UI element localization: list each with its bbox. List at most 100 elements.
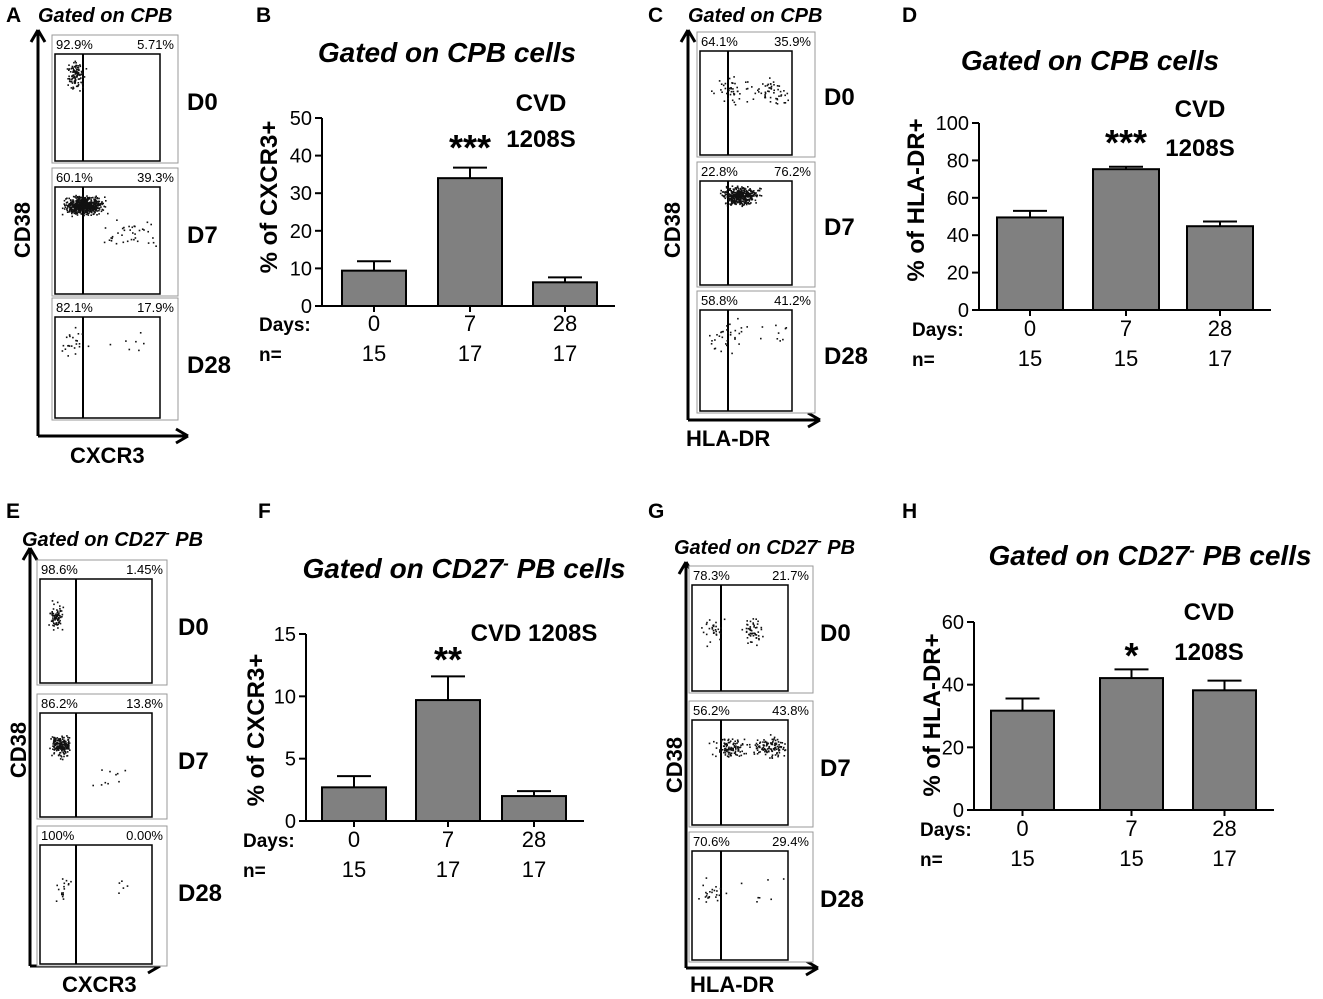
gate-rectangle: [691, 719, 789, 826]
flow-y-arrow-c: [679, 29, 697, 43]
y-tick-label: 50: [290, 108, 312, 130]
event-dots: [711, 76, 789, 106]
day-label-d0: D0: [824, 84, 855, 111]
y-tick-label: 30: [290, 183, 312, 205]
quadrant-pct-right: 41.2%: [774, 293, 811, 308]
y-axis-label-f: % of CXCR3+: [243, 654, 270, 807]
dot-plot-frame: [36, 825, 168, 967]
y-tick-label: 0: [953, 800, 964, 822]
panel-letter-g: G: [648, 500, 664, 523]
y-axis-label-b: % of CXCR3+: [256, 121, 283, 274]
x-tick-label: 0: [1016, 816, 1028, 841]
y-tick-label: 20: [947, 263, 969, 285]
flow-y-axis-label-a: CD38: [10, 202, 35, 258]
quadrant-pct-left: 56.2%: [693, 703, 730, 718]
chart-title-h: Gated on CD27- PB cells: [988, 540, 1311, 571]
day-label-d0: D0: [820, 620, 851, 647]
event-dots: [709, 317, 788, 355]
y-tick-label: 40: [942, 675, 964, 697]
n-value: 17: [522, 857, 546, 882]
days-row-label: Days:: [259, 315, 311, 336]
n-value: 15: [342, 857, 366, 882]
x-tick-label: 0: [368, 311, 380, 336]
gate-title-g: Gated on CD27- PB: [674, 533, 855, 559]
panel-letter-a: A: [6, 4, 21, 27]
vaccine-label-d: CVD: [1175, 96, 1226, 123]
panel-letter-e: E: [6, 500, 20, 523]
day-label-d28: D28: [178, 880, 222, 907]
panel-letter-b: B: [256, 4, 271, 27]
n-value: 17: [553, 341, 577, 366]
day-label-d7: D7: [187, 222, 218, 249]
vaccine-label-h: CVD: [1184, 599, 1235, 626]
bar-day-7: [1099, 677, 1164, 811]
y-tick-label: 20: [290, 221, 312, 243]
dot-plot-frame: [51, 167, 179, 297]
day-label-d7: D7: [824, 214, 855, 241]
chart-title-b: Gated on CPB cells: [318, 37, 576, 68]
gate-rectangle: [699, 309, 793, 412]
bar-day-0: [996, 216, 1064, 311]
flow-x-axis-label-g: HLA-DR: [690, 972, 774, 997]
day-label-d7: D7: [178, 748, 209, 775]
dot-plot-frame: [696, 161, 816, 288]
vaccine-label-b: CVD: [516, 90, 567, 117]
flow-y-axis-label-e: CD38: [6, 722, 31, 778]
flow-y-axis-label-c: CD38: [660, 202, 685, 258]
day-label-d7: D7: [820, 755, 851, 782]
day-label-d0: D0: [187, 89, 218, 116]
bar-day-0: [341, 269, 407, 308]
y-tick-label: 60: [947, 188, 969, 210]
panel-letter-d: D: [902, 4, 917, 27]
n-row-label: n=: [243, 861, 266, 882]
event-dots: [708, 734, 787, 759]
y-axis-label-h: % of HLA-DR+: [919, 633, 946, 796]
event-dots: [701, 618, 764, 648]
quadrant-pct-right: 0.00%: [126, 828, 163, 843]
event-dots: [55, 878, 129, 902]
flow-y-axis-label-g: CD38: [662, 737, 687, 793]
event-dots: [49, 735, 127, 787]
quadrant-pct-right: 35.9%: [774, 34, 811, 49]
flow-x-arrow-a: [175, 427, 189, 445]
n-row-label: n=: [920, 850, 943, 871]
quadrant-pct-left: 98.6%: [41, 562, 78, 577]
event-dots: [61, 326, 145, 357]
x-tick-label: 7: [464, 311, 476, 336]
vaccine-label-f: CVD 1208S: [471, 620, 598, 647]
quadrant-pct-left: 22.8%: [701, 164, 738, 179]
event-dots: [66, 60, 88, 92]
bar-day-7: [1092, 168, 1160, 311]
quadrant-pct-left: 78.3%: [693, 568, 730, 583]
flow-x-arrow-c: [807, 411, 821, 429]
quadrant-pct-left: 92.9%: [56, 37, 93, 52]
flow-x-axis-label-c: HLA-DR: [686, 426, 770, 451]
days-row-label: Days:: [912, 320, 964, 341]
chart-title-d: Gated on CPB cells: [961, 45, 1219, 76]
n-value: 15: [1010, 846, 1034, 871]
x-tick-label: 28: [1212, 816, 1236, 841]
significance-marker: ***: [1105, 122, 1147, 163]
x-tick-label: 0: [348, 827, 360, 852]
y-tick-label: 40: [947, 225, 969, 247]
y-tick-label: 60: [942, 612, 964, 634]
n-row-label: n=: [912, 350, 935, 371]
bar-day-7: [437, 177, 503, 307]
quadrant-pct-right: 21.7%: [772, 568, 809, 583]
significance-marker: **: [434, 639, 462, 680]
quadrant-pct-right: 17.9%: [137, 300, 174, 315]
dot-plot-frame: [51, 34, 179, 164]
gate-rectangle: [691, 584, 789, 692]
bar-day-28: [1186, 225, 1254, 311]
bar-day-28: [1192, 689, 1257, 811]
event-dots: [61, 194, 157, 247]
flow-y-arrow-e: [21, 547, 39, 561]
n-value: 15: [1018, 346, 1042, 371]
flow-x-axis-label-a: CXCR3: [70, 443, 145, 468]
significance-marker: *: [1124, 635, 1138, 676]
gate-rectangle: [699, 50, 793, 156]
n-value: 17: [436, 857, 460, 882]
gate-rectangle: [54, 186, 161, 295]
event-dots: [698, 877, 785, 903]
quadrant-pct-left: 86.2%: [41, 696, 78, 711]
